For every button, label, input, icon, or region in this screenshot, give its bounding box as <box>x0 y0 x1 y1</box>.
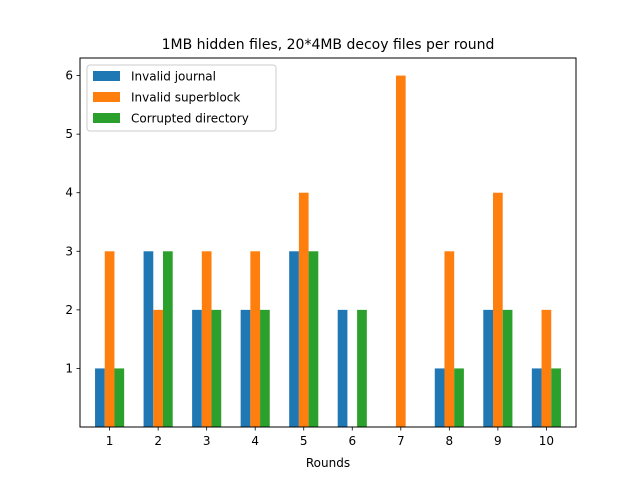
bar-corrupted-directory-round-9 <box>502 309 513 427</box>
bar-invalid-superblock-round-3 <box>201 251 212 427</box>
bar-invalid-journal-round-4 <box>240 309 251 427</box>
bar-invalid-superblock-round-1 <box>104 251 115 427</box>
bars-layer <box>95 75 561 428</box>
y-tick-label: 1 <box>65 361 73 375</box>
bar-corrupted-directory-round-5 <box>308 251 319 427</box>
legend-label: Invalid superblock <box>131 91 240 105</box>
y-tick-label: 4 <box>65 186 73 200</box>
bar-invalid-superblock-round-7 <box>395 75 406 428</box>
x-axis-label: Rounds <box>306 456 350 470</box>
y-tick-label: 3 <box>65 244 73 258</box>
bar-invalid-journal-round-8 <box>434 368 445 427</box>
x-tick-label: 3 <box>203 434 211 448</box>
x-tick-label: 4 <box>251 434 259 448</box>
bar-invalid-journal-round-5 <box>289 251 299 427</box>
bar-invalid-superblock-round-8 <box>444 251 455 427</box>
y-tick-label: 2 <box>65 303 73 317</box>
bar-invalid-superblock-round-9 <box>493 192 503 427</box>
x-tick-label: 2 <box>154 434 162 448</box>
x-axis: 1 2 3 4 5 6 7 8 9 10 <box>106 427 554 448</box>
bar-corrupted-directory-round-10 <box>551 368 561 427</box>
plot-frame <box>79 57 577 428</box>
chart-title: 1MB hidden files, 20*4MB decoy files per… <box>162 37 495 53</box>
bar-invalid-superblock-round-10 <box>541 309 552 427</box>
x-tick-label: 8 <box>446 434 454 448</box>
legend-box <box>86 64 277 132</box>
x-tick-label: 6 <box>348 434 356 448</box>
bar-invalid-journal-round-10 <box>531 368 542 427</box>
bar-corrupted-directory-round-3 <box>211 309 222 427</box>
x-tick-label: 10 <box>539 434 554 448</box>
legend-label: Corrupted directory <box>131 112 249 126</box>
y-tick-label: 5 <box>65 127 73 141</box>
bar-invalid-superblock-round-5 <box>298 192 309 427</box>
bar-corrupted-directory-round-4 <box>260 309 270 427</box>
legend-swatch <box>93 113 120 123</box>
bar-invalid-superblock-round-4 <box>250 251 261 427</box>
legend-swatch <box>93 92 120 102</box>
y-axis: 1 2 3 4 5 6 <box>65 69 80 375</box>
bar-corrupted-directory-round-2 <box>162 251 173 427</box>
x-tick-label: 9 <box>494 434 502 448</box>
bar-invalid-journal-round-2 <box>143 251 154 427</box>
bar-corrupted-directory-round-1 <box>114 368 125 427</box>
bar-invalid-journal-round-9 <box>483 309 494 427</box>
bar-corrupted-directory-round-6 <box>357 309 367 427</box>
legend-swatch <box>93 71 120 81</box>
x-tick-label: 5 <box>300 434 308 448</box>
x-tick-label: 7 <box>397 434 405 448</box>
y-tick-label: 6 <box>65 69 73 83</box>
bar-corrupted-directory-round-8 <box>454 368 464 427</box>
bar-invalid-superblock-round-2 <box>153 309 163 427</box>
x-tick-label: 1 <box>106 434 114 448</box>
legend-label: Invalid journal <box>131 70 216 84</box>
bar-invalid-journal-round-3 <box>192 309 202 427</box>
bar-invalid-journal-round-6 <box>337 309 348 427</box>
legend: Invalid journal Invalid superblock Corrupt… <box>86 64 277 132</box>
bar-invalid-journal-round-1 <box>95 368 105 427</box>
